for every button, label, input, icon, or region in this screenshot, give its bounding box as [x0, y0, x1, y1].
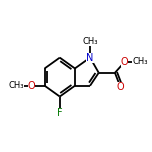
Text: O: O [121, 57, 128, 67]
Text: CH₃: CH₃ [82, 37, 98, 46]
Text: O: O [117, 82, 124, 92]
Text: O: O [28, 81, 35, 91]
Text: CH₃: CH₃ [9, 81, 24, 90]
Text: F: F [57, 108, 63, 118]
Text: N: N [86, 53, 94, 63]
Text: CH₃: CH₃ [132, 57, 148, 66]
